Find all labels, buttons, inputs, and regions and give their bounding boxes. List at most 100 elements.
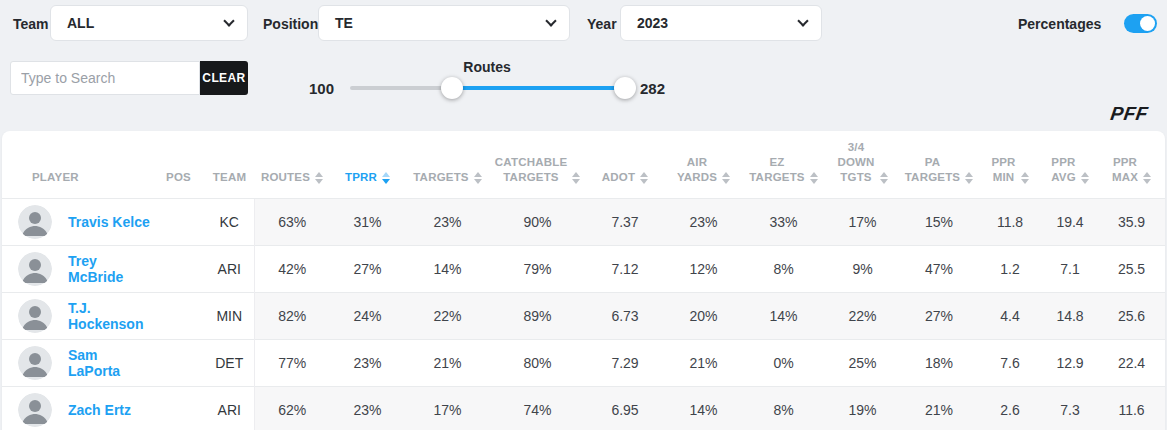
table-row: Zach Ertz ARI 62% 23% 17% 74% 6.95 14% 8…: [2, 386, 1165, 430]
player-name-link[interactable]: Sam LaPorta: [68, 347, 152, 379]
col-header-team: TEAM: [205, 131, 254, 198]
adot-cell: 7.29: [585, 339, 665, 386]
sort-icon[interactable]: [640, 172, 648, 184]
catchable-targets-cell: 74%: [490, 386, 585, 430]
catchable-targets-cell: 80%: [490, 339, 585, 386]
ez-targets-cell: 8%: [742, 386, 825, 430]
sort-icon[interactable]: [722, 172, 730, 184]
player-name-link[interactable]: Travis Kelce: [68, 214, 150, 230]
ez-targets-cell: 8%: [742, 245, 825, 292]
routes-cell: 77%: [254, 339, 330, 386]
ppr-min-cell: 7.6: [978, 339, 1042, 386]
slider-handle-max[interactable]: [614, 77, 636, 99]
player-name-link[interactable]: Trey McBride: [68, 253, 152, 285]
percentages-toggle[interactable]: [1124, 14, 1157, 33]
ppr-avg-cell: 19.4: [1042, 198, 1098, 245]
col-header-tprr[interactable]: TPRR: [330, 131, 405, 198]
player-cell: Zach Ertz: [2, 386, 152, 430]
col-header-ppr-min[interactable]: PPR MIN: [978, 131, 1042, 198]
sort-icon[interactable]: [1021, 172, 1029, 184]
col-header-pa-targets[interactable]: PA TARGETS: [900, 131, 978, 198]
targets-cell: 22%: [405, 292, 490, 339]
sort-icon[interactable]: [810, 172, 818, 184]
air-yards-cell: 21%: [665, 339, 742, 386]
position-label: Position: [263, 16, 318, 32]
col-header-catchable-targets[interactable]: CATCHABLE TARGETS: [490, 131, 585, 198]
stats-table: PLAYER POS TEAM ROUTES TPRR TARGETS CATC…: [2, 131, 1165, 430]
catchable-targets-cell: 79%: [490, 245, 585, 292]
team-cell: ARI: [205, 245, 254, 292]
slider-handle-min[interactable]: [441, 77, 463, 99]
sort-icon[interactable]: [965, 172, 973, 184]
screen: Team ALL Position TE Year 2023 Percentag…: [0, 0, 1167, 430]
air-yards-cell: 14%: [665, 386, 742, 430]
34-down-tgts-cell: 9%: [825, 245, 900, 292]
sort-icon[interactable]: [880, 172, 888, 184]
percentages-label: Percentages: [1018, 16, 1101, 32]
col-header-adot[interactable]: ADOT: [585, 131, 665, 198]
header-row: PLAYER POS TEAM ROUTES TPRR TARGETS CATC…: [2, 131, 1165, 198]
tprr-cell: 23%: [330, 386, 405, 430]
tprr-cell: 27%: [330, 245, 405, 292]
chevron-down-icon: [797, 15, 808, 26]
team-select-value: ALL: [67, 15, 225, 31]
player-name-link[interactable]: T.J. Hockenson: [68, 300, 152, 332]
pa-targets-cell: 27%: [900, 292, 978, 339]
player-avatar: [18, 205, 52, 239]
34-down-tgts-cell: 25%: [825, 339, 900, 386]
col-header-player: PLAYER: [2, 131, 152, 198]
ppr-max-cell: 11.6: [1098, 386, 1165, 430]
clear-button[interactable]: CLEAR: [200, 61, 248, 95]
sort-icon[interactable]: [1143, 172, 1151, 184]
col-header-targets[interactable]: TARGETS: [405, 131, 490, 198]
team-cell: DET: [205, 339, 254, 386]
34-down-tgts-cell: 17%: [825, 198, 900, 245]
sort-icon[interactable]: [474, 172, 482, 184]
34-down-tgts-cell: 19%: [825, 386, 900, 430]
team-label: Team: [13, 16, 49, 32]
player-cell: Trey McBride: [2, 245, 152, 292]
player-name-link[interactable]: Zach Ertz: [68, 402, 131, 418]
player-avatar: [18, 346, 52, 380]
sort-icon[interactable]: [315, 172, 323, 184]
col-header-ez-targets[interactable]: EZ TARGETS: [742, 131, 825, 198]
slider-track-fill[interactable]: [452, 86, 625, 90]
sort-desc-icon[interactable]: [382, 172, 390, 184]
col-header-ppr-max[interactable]: PPR MAX: [1098, 131, 1165, 198]
col-header-air-yards[interactable]: AIR YARDS: [665, 131, 742, 198]
position-select-value: TE: [335, 15, 547, 31]
player-cell: Sam LaPorta: [2, 339, 152, 386]
pff-logo: PFF: [1088, 103, 1149, 125]
table-row: T.J. Hockenson MIN 82% 24% 22% 89% 6.73 …: [2, 292, 1165, 339]
catchable-targets-cell: 90%: [490, 198, 585, 245]
col-header-ppr-avg[interactable]: PPR AVG: [1042, 131, 1098, 198]
air-yards-cell: 12%: [665, 245, 742, 292]
col-header-pos: POS: [152, 131, 205, 198]
adot-cell: 6.73: [585, 292, 665, 339]
sort-icon[interactable]: [572, 172, 580, 184]
position-select[interactable]: TE: [318, 5, 570, 41]
chevron-down-icon: [545, 15, 556, 26]
team-select[interactable]: ALL: [50, 5, 248, 41]
ppr-max-cell: 35.9: [1098, 198, 1165, 245]
table-row: Travis Kelce KC 63% 31% 23% 90% 7.37 23%…: [2, 198, 1165, 245]
year-select[interactable]: 2023: [620, 5, 822, 41]
sort-icon[interactable]: [1081, 172, 1089, 184]
routes-slider[interactable]: [350, 77, 627, 99]
col-header-routes[interactable]: ROUTES: [254, 131, 330, 198]
ez-targets-cell: 0%: [742, 339, 825, 386]
tprr-cell: 23%: [330, 339, 405, 386]
pos-cell: [152, 386, 205, 430]
pos-cell: [152, 339, 205, 386]
toggle-knob-icon: [1140, 16, 1155, 31]
targets-cell: 21%: [405, 339, 490, 386]
search-input[interactable]: [10, 61, 200, 95]
player-cell: T.J. Hockenson: [2, 292, 152, 339]
slider-label: Routes: [437, 59, 537, 75]
ppr-min-cell: 11.8: [978, 198, 1042, 245]
ppr-max-cell: 25.5: [1098, 245, 1165, 292]
slider-max-value: 282: [640, 80, 665, 97]
pa-targets-cell: 15%: [900, 198, 978, 245]
year-select-value: 2023: [637, 15, 799, 31]
col-header-34-down-tgts[interactable]: 3/4 DOWN TGTS: [825, 131, 900, 198]
